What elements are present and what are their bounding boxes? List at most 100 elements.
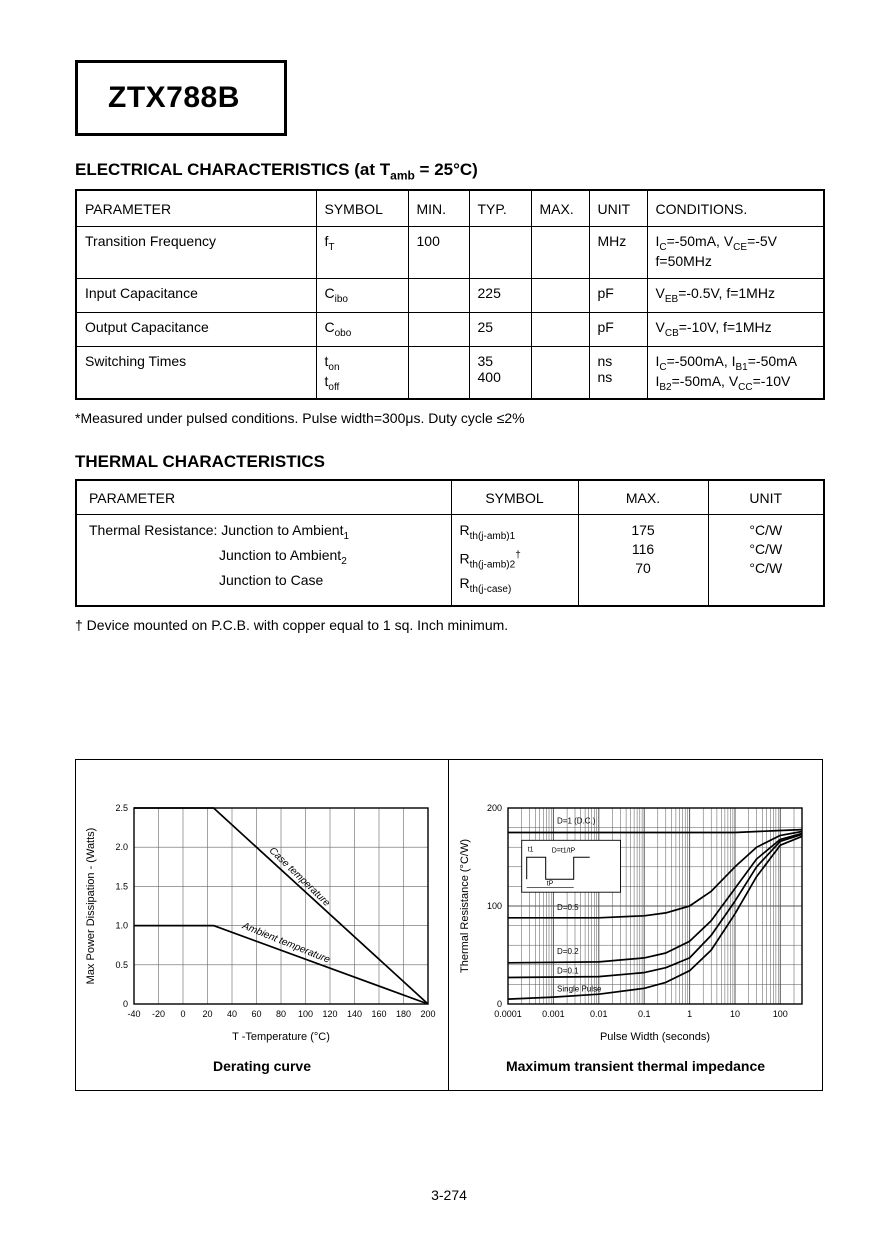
- table-row: Input Capacitance Cibo 225 pF VEB=-0.5V,…: [75, 277, 825, 313]
- svg-text:0: 0: [123, 999, 128, 1009]
- cell-symbol: ton toff: [315, 345, 409, 400]
- electrical-header-row: PARAMETER SYMBOL MIN. TYP. MAX. UNIT CON…: [75, 189, 825, 227]
- svg-text:Ambient temperature: Ambient temperature: [240, 920, 332, 966]
- svg-text:2.5: 2.5: [115, 803, 128, 813]
- svg-text:100: 100: [772, 1009, 787, 1019]
- svg-text:160: 160: [371, 1009, 386, 1019]
- cell-typ: 225: [468, 277, 532, 313]
- table-row: Switching Times ton toff 35 400 ns ns IC=-5…: [75, 345, 825, 400]
- transient-impedance-panel: 0.0001 0.001 0.01 0.1 1 10 100 0 100 200 Pulse Wid…: [449, 760, 822, 1090]
- svg-text:0: 0: [180, 1009, 185, 1019]
- unit-line: °C/W: [749, 559, 783, 576]
- svg-text:100: 100: [486, 901, 501, 911]
- column-header-min: MIN.: [407, 189, 470, 227]
- unit-line: °C/W: [749, 521, 783, 538]
- svg-text:D=1 (D.C.): D=1 (D.C.): [557, 817, 596, 826]
- svg-text:2.0: 2.0: [115, 842, 128, 852]
- cell-conditions: IC=-50mA, VCE=-5V f=50MHz: [646, 225, 825, 279]
- cell-min: [407, 311, 470, 347]
- transient-impedance-chart: 0.0001 0.001 0.01 0.1 1 10 100 0 100 200 Pulse Wid…: [459, 803, 803, 1043]
- cell-parameter: Output Capacitance: [75, 311, 317, 347]
- cell-max: [530, 225, 590, 279]
- svg-text:0.0001: 0.0001: [494, 1009, 522, 1019]
- svg-text:1.5: 1.5: [115, 881, 128, 891]
- parameter-line: Junction to Case: [219, 571, 324, 588]
- derating-curve-panel: -40 -20 0 20 40 60 80 100 120 140 160 180 200 0 0.5 1.0…: [76, 760, 449, 1091]
- column-header-symbol: SYMBOL: [315, 189, 409, 227]
- parameter-line: Junction to Ambient1: [221, 521, 350, 542]
- svg-text:40: 40: [227, 1009, 237, 1019]
- svg-text:0.01: 0.01: [590, 1009, 608, 1019]
- column-header-unit: UNIT: [588, 189, 648, 227]
- symbol-line: Rth(j-amb)2†: [459, 549, 521, 571]
- cell-parameter: Switching Times: [75, 345, 317, 400]
- part-number: ZTX788B: [108, 81, 240, 114]
- svg-text:200: 200: [486, 803, 501, 813]
- cell-typ: 25: [468, 311, 532, 347]
- cell-min: 100: [407, 225, 470, 279]
- thermal-header-row: PARAMETER SYMBOL MAX. UNIT: [75, 479, 825, 515]
- svg-text:0: 0: [496, 999, 501, 1009]
- cell-symbol: Cibo: [315, 277, 409, 313]
- cell-unit: pF: [588, 311, 648, 347]
- cell-min: [407, 345, 470, 400]
- cell-max: [530, 311, 590, 347]
- column-header-unit: UNIT: [707, 479, 825, 515]
- unit-line: °C/W: [749, 540, 783, 557]
- column-header-parameter: PARAMETER: [75, 479, 452, 515]
- svg-text:100: 100: [298, 1009, 313, 1019]
- column-header-max: MAX.: [577, 479, 709, 515]
- cell-max: 175 116 70: [577, 513, 709, 607]
- cell-max: [530, 277, 590, 313]
- part-number-box: ZTX788B: [75, 60, 287, 136]
- svg-text:60: 60: [251, 1009, 261, 1019]
- cell-parameter: Thermal Resistance: Junction to Ambient1…: [75, 513, 452, 607]
- table-row: Thermal Resistance: Junction to Ambient1…: [75, 513, 825, 607]
- cell-symbol: Cobo: [315, 311, 409, 347]
- cell-unit: MHz: [588, 225, 648, 279]
- svg-text:140: 140: [347, 1009, 362, 1019]
- max-line: 116: [631, 540, 655, 557]
- parameter-lead: Thermal Resistance:: [89, 521, 218, 538]
- parameter-line: Junction to Ambient2: [219, 546, 347, 567]
- max-line: 70: [635, 559, 651, 576]
- page-number: 3-274: [431, 1187, 467, 1204]
- svg-text:T -Temperature (°C): T -Temperature (°C): [232, 1031, 330, 1043]
- thermal-characteristics-heading: THERMAL CHARACTERISTICS: [75, 452, 325, 472]
- svg-text:Max Power Dissipation - (Watt: Max Power Dissipation - (Watts): [85, 828, 97, 985]
- table-row: Transition Frequency fT 100 MHz IC=-50mA…: [75, 225, 825, 279]
- cell-conditions: IC=-500mA, IB1=-50mA IB2=-50mA, VCC=-10V: [646, 345, 825, 400]
- svg-text:Pulse Width (seconds): Pulse Width (seconds): [599, 1031, 709, 1043]
- svg-text:120: 120: [322, 1009, 337, 1019]
- electrical-characteristics-table: PARAMETER SYMBOL MIN. TYP. MAX. UNIT CON…: [75, 189, 825, 401]
- cell-symbol: Rth(j-amb)1 Rth(j-amb)2† Rth(j-case): [450, 513, 579, 607]
- thermal-characteristics-table: PARAMETER SYMBOL MAX. UNIT Thermal Resis…: [75, 479, 825, 608]
- svg-text:20: 20: [202, 1009, 212, 1019]
- cell-unit: °C/W °C/W °C/W: [707, 513, 825, 607]
- electrical-characteristics-heading: ELECTRICAL CHARACTERISTICS (at Tamb = 25…: [75, 160, 478, 183]
- svg-text:D=0.1: D=0.1: [557, 967, 579, 976]
- cell-unit: ns ns: [588, 345, 648, 400]
- cell-conditions: VEB=-0.5V, f=1MHz: [646, 277, 825, 313]
- svg-text:Case temperature: Case temperature: [267, 845, 333, 909]
- charts-box: -40 -20 0 20 40 60 80 100 120 140 160 180 200 0 0.5 1.0…: [75, 759, 823, 1092]
- cell-unit: pF: [588, 277, 648, 313]
- cell-typ: [468, 225, 532, 279]
- cell-parameter: Input Capacitance: [75, 277, 317, 313]
- svg-text:80: 80: [276, 1009, 286, 1019]
- svg-text:1.0: 1.0: [115, 921, 128, 931]
- svg-text:10: 10: [729, 1009, 739, 1019]
- datasheet-page: ZTX788B ELECTRICAL CHARACTERISTICS (at T…: [75, 60, 825, 1204]
- chart-caption: Maximum transient thermal impedance: [505, 1058, 766, 1075]
- symbol-line: Rth(j-case): [459, 575, 512, 596]
- svg-text:180: 180: [396, 1009, 411, 1019]
- svg-text:0.001: 0.001: [542, 1009, 565, 1019]
- cell-max: [530, 345, 590, 400]
- column-header-typ: TYP.: [468, 189, 532, 227]
- svg-text:0.1: 0.1: [637, 1009, 650, 1019]
- svg-text:0.5: 0.5: [115, 960, 128, 970]
- cell-parameter: Transition Frequency: [75, 225, 317, 279]
- svg-text:1: 1: [687, 1009, 692, 1019]
- cell-conditions: VCB=-10V, f=1MHz: [646, 311, 825, 347]
- cell-min: [407, 277, 470, 313]
